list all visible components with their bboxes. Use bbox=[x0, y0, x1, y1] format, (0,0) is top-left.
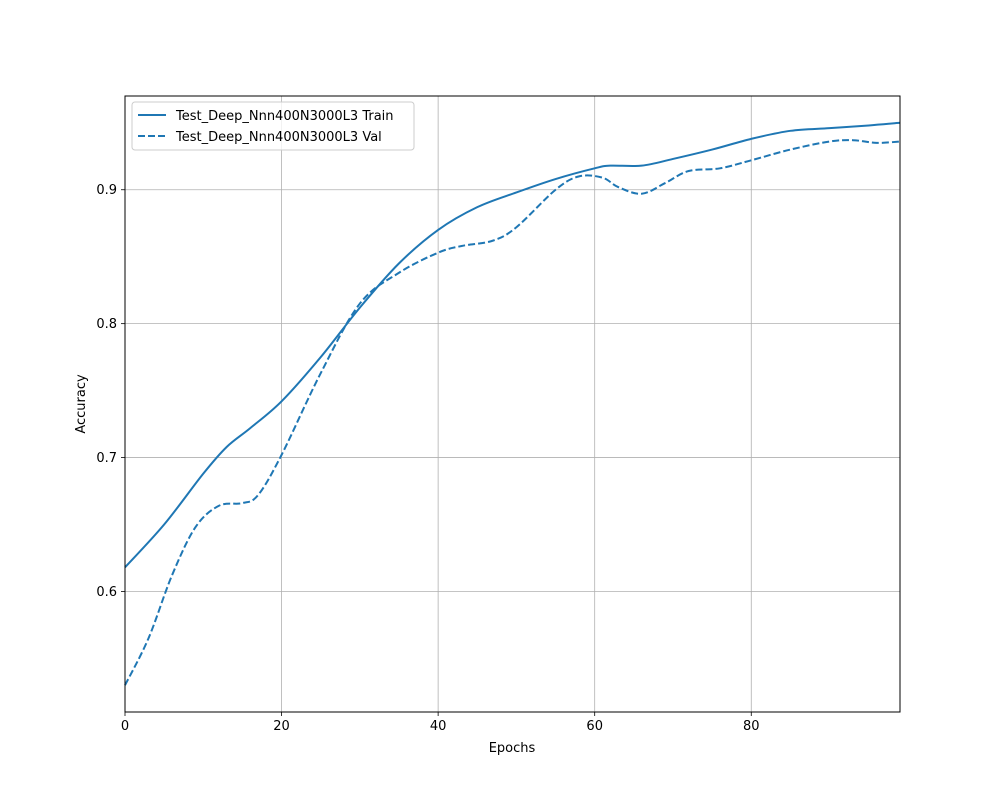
x-axis-label: Epochs bbox=[489, 741, 536, 756]
grid-layer bbox=[124, 96, 900, 712]
legend-box bbox=[131, 101, 415, 151]
val-series-line bbox=[124, 139, 901, 686]
x-tick-label: 0 bbox=[121, 719, 129, 734]
x-tick-label: 20 bbox=[273, 719, 290, 734]
x-tick-label: 60 bbox=[586, 719, 603, 734]
tick-layer: 0 20 40 60 80 0.6 0.7 0.8 0.9 bbox=[96, 183, 759, 734]
train-series-line bbox=[124, 121, 901, 569]
y-tick-label: 0.8 bbox=[96, 317, 117, 332]
legend: Test_Deep_Nnn400N3000L3 Train Test_Deep_… bbox=[131, 101, 415, 151]
y-tick-label: 0.7 bbox=[96, 451, 117, 466]
legend-label-train: Test_Deep_Nnn400N3000L3 Train bbox=[175, 109, 394, 124]
y-axis-label: Accuracy bbox=[74, 374, 89, 434]
plot-frame bbox=[124, 95, 901, 713]
legend-label-val: Test_Deep_Nnn400N3000L3 Val bbox=[175, 130, 382, 145]
x-tick-label: 80 bbox=[743, 719, 760, 734]
series-layer bbox=[124, 121, 901, 686]
y-tick-label: 0.9 bbox=[96, 183, 117, 198]
y-tick-label: 0.6 bbox=[96, 585, 117, 600]
x-tick-label: 40 bbox=[430, 719, 447, 734]
